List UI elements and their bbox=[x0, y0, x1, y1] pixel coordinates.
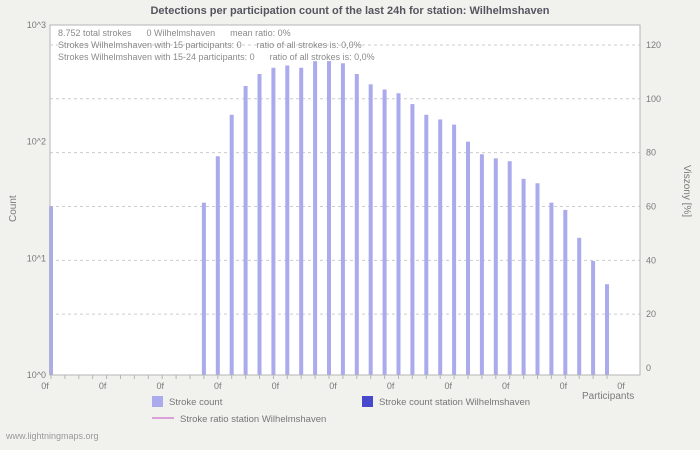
bar bbox=[438, 119, 443, 375]
x-tick-label: 0f bbox=[502, 381, 510, 391]
annotation-15-24-participants: Strokes Wilhelmshaven with 15-24 partici… bbox=[58, 52, 375, 62]
bar bbox=[493, 158, 498, 375]
y-tick-label-left: 10^2 bbox=[27, 137, 46, 147]
bar bbox=[452, 124, 457, 375]
bar bbox=[354, 74, 359, 376]
bar bbox=[424, 114, 429, 376]
bar bbox=[285, 65, 290, 375]
legend-swatch-station-count bbox=[362, 396, 373, 407]
bar bbox=[299, 67, 304, 375]
y-tick-label-left: 10^3 bbox=[27, 20, 46, 30]
x-tick-label: 0f bbox=[560, 381, 568, 391]
bar bbox=[257, 74, 262, 376]
y-tick-label-right: 40 bbox=[646, 255, 656, 265]
chart-title: Detections per participation count of th… bbox=[150, 5, 550, 17]
bar bbox=[591, 260, 596, 375]
bar bbox=[327, 61, 331, 375]
bar bbox=[313, 61, 318, 375]
x-axis-label: Participants bbox=[582, 391, 635, 402]
bar bbox=[396, 93, 401, 375]
bar bbox=[271, 67, 276, 375]
legend-item-station-ratio: Stroke ratio station Wilhelmshaven bbox=[152, 413, 326, 427]
bar bbox=[521, 178, 526, 375]
bar bbox=[535, 183, 540, 375]
legend-line-station-ratio bbox=[152, 417, 174, 419]
y-tick-label-left: 10^0 bbox=[27, 370, 46, 380]
bar bbox=[215, 156, 220, 375]
x-tick-label: 0f bbox=[99, 381, 107, 391]
y-axis-label-right: Viszony [%] bbox=[681, 165, 692, 218]
bar bbox=[410, 104, 415, 376]
bar bbox=[229, 114, 234, 376]
y-tick-label-right: 120 bbox=[646, 40, 661, 50]
bar bbox=[466, 141, 470, 375]
y-axis-label-left: Count bbox=[8, 195, 19, 222]
bar bbox=[49, 206, 53, 375]
x-tick-label: 0f bbox=[617, 381, 625, 391]
bar bbox=[382, 89, 387, 375]
x-tick-label: 0f bbox=[329, 381, 337, 391]
x-tick-label: 0f bbox=[41, 381, 49, 391]
legend-item-station-count: Stroke count station Wilhelmshaven bbox=[362, 396, 530, 410]
x-tick-label: 0f bbox=[156, 381, 164, 391]
y-tick-label-right: 20 bbox=[646, 309, 656, 319]
x-tick-label: 0f bbox=[214, 381, 222, 391]
watermark: www.lightningmaps.org bbox=[6, 431, 99, 441]
y-tick-label-left: 10^1 bbox=[27, 253, 46, 263]
bar bbox=[340, 63, 345, 375]
bar bbox=[479, 154, 484, 375]
bar bbox=[368, 84, 373, 376]
annotation-total-strokes: 8.752 total strokes 0 Wilhelmshaven mean… bbox=[58, 28, 291, 38]
annotation-15-participants: Strokes Wilhelmshaven with 15 participan… bbox=[58, 40, 362, 50]
legend-label-stroke-count: Stroke count bbox=[169, 397, 223, 408]
x-tick-label: 0f bbox=[387, 381, 395, 391]
x-tick-label: 0f bbox=[444, 381, 452, 391]
legend-label-station-ratio: Stroke ratio station Wilhelmshaven bbox=[180, 414, 327, 425]
bar bbox=[563, 209, 568, 375]
y-tick-label-right: 100 bbox=[646, 94, 661, 104]
legend-swatch-stroke-count bbox=[152, 396, 163, 407]
legend-label-station-count: Stroke count station Wilhelmshaven bbox=[379, 397, 531, 408]
y-tick-label-right: 60 bbox=[646, 201, 656, 211]
bar bbox=[605, 284, 609, 375]
plot-border bbox=[49, 24, 641, 376]
legend-item-stroke-count: Stroke count bbox=[152, 396, 222, 410]
bar bbox=[577, 237, 582, 375]
plot-background bbox=[50, 25, 640, 375]
y-tick-label-right: 0 bbox=[646, 363, 651, 373]
bar bbox=[507, 161, 512, 375]
x-tick-label: 0f bbox=[272, 381, 280, 391]
y-tick-label-right: 80 bbox=[646, 148, 656, 158]
bar bbox=[201, 202, 206, 375]
bar bbox=[243, 86, 248, 376]
bar bbox=[549, 202, 554, 375]
